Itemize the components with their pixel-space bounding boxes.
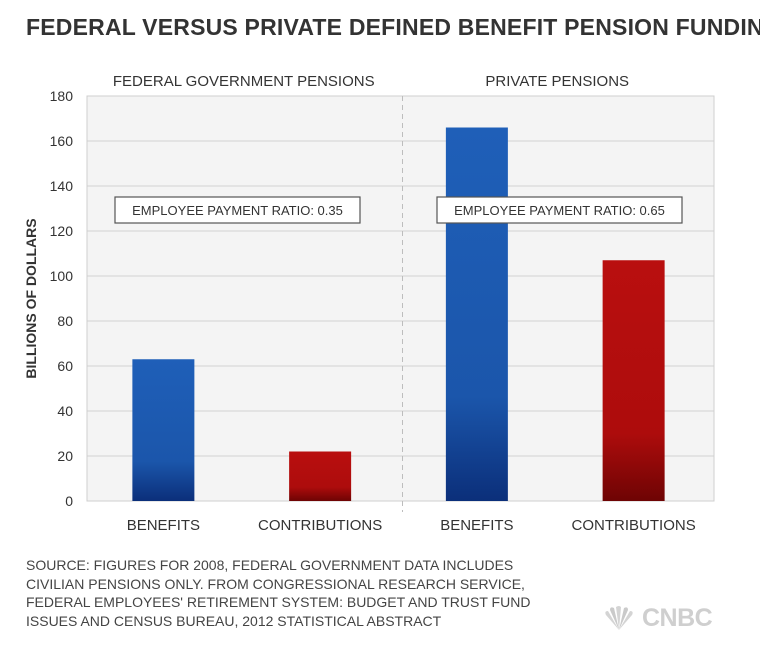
annotation-box [436, 196, 683, 224]
category-label: BENEFITS [127, 517, 200, 534]
source-line: FEDERAL EMPLOYEES' RETIREMENT SYSTEM: BU… [26, 594, 531, 610]
y-ticks: 0 20 40 60 80 100 120 140 160 180 [50, 88, 74, 509]
source-note: SOURCE: FIGURES FOR 2008, FEDERAL GOVERN… [26, 556, 546, 630]
y-tick-label: 140 [50, 178, 74, 194]
annotation-label: EMPLOYEE PAYMENT RATIO: 0.35 [132, 203, 343, 218]
cnbc-logo: CNBC [600, 604, 713, 633]
bar-contributions [289, 451, 352, 501]
plot-border [86, 95, 715, 502]
source-line: CIVILIAN PENSIONS ONLY. FROM CONGRESSION… [26, 575, 525, 592]
category-label: CONTRIBUTIONS [572, 517, 696, 534]
y-tick-label: 100 [50, 268, 74, 284]
y-tick-label: 0 [65, 493, 73, 509]
annotation-box [114, 196, 361, 224]
source-line: SOURCE: FIGURES FOR 2008, FEDERAL GOVERN… [26, 557, 514, 573]
y-tick-label: 20 [57, 448, 73, 464]
labels-layer: BILLIONS OF DOLLARS FEDERAL GOVERNMENT PE… [23, 73, 696, 534]
panel-title: PRIVATE PENSIONS [485, 73, 629, 90]
bars-layer [132, 127, 665, 501]
category-label: CONTRIBUTIONS [258, 517, 382, 534]
panel-title: FEDERAL GOVERNMENT PENSIONS [113, 73, 375, 90]
bar-benefits [445, 127, 508, 501]
y-tick-label: 120 [50, 223, 74, 239]
y-tick-label: 180 [50, 88, 74, 104]
y-tick-label: 60 [57, 358, 73, 374]
bar-benefits [132, 359, 195, 501]
y-tick-label: 40 [57, 403, 73, 419]
y-axis-label: BILLIONS OF DOLLARS [23, 218, 39, 378]
peacock-icon [605, 605, 633, 630]
category-label: BENEFITS [440, 517, 513, 534]
bar-contributions [602, 260, 665, 501]
y-tick-label: 80 [57, 313, 73, 329]
chart-title: FEDERAL VERSUS PRIVATE DEFINED BENEFIT P… [26, 14, 760, 40]
cnbc-wordmark: CNBC [642, 604, 713, 632]
y-tick-label: 160 [50, 133, 74, 149]
source-line: ISSUES AND CENSUS BUREAU, 2012 STATISTIC… [26, 612, 442, 629]
annotation-label: EMPLOYEE PAYMENT RATIO: 0.65 [454, 203, 665, 218]
